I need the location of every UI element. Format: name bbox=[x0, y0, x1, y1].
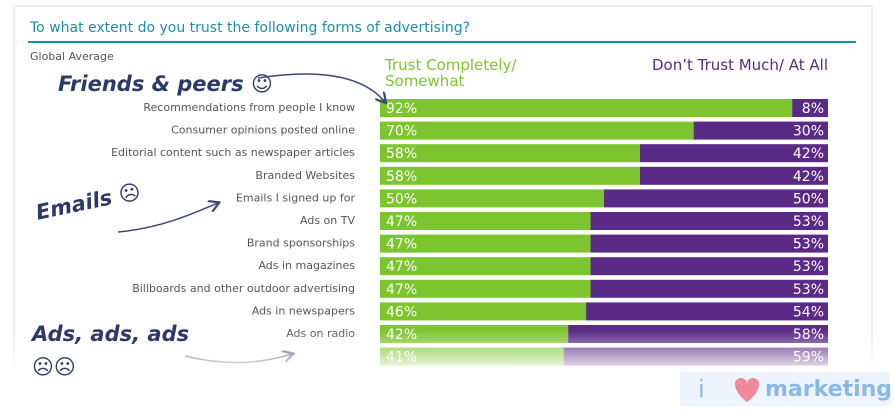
value-label: 58% bbox=[386, 169, 417, 185]
bar-segment bbox=[639, 144, 828, 163]
value-label: 47% bbox=[386, 214, 417, 230]
bar-segment bbox=[586, 302, 828, 321]
value-label: 47% bbox=[386, 282, 417, 298]
heart bbox=[735, 378, 759, 402]
arrow bbox=[117, 203, 218, 233]
watermark-box bbox=[680, 372, 890, 406]
category-label: Emails I signed up for bbox=[236, 191, 356, 204]
value-label: 53% bbox=[793, 259, 824, 275]
bar-segment bbox=[380, 212, 591, 230]
legend-entry: Trust Completely/ Somewhat bbox=[385, 56, 517, 90]
category-label: Ads on TV bbox=[300, 214, 355, 227]
bar-segment bbox=[590, 212, 828, 230]
category-label: Ads in newspapers bbox=[252, 304, 356, 317]
bar-segment bbox=[590, 279, 828, 298]
bar-segment bbox=[380, 234, 591, 253]
watermark-text: i bbox=[698, 375, 705, 403]
bar-segment bbox=[380, 166, 640, 185]
watermark-text: marketing bbox=[765, 377, 892, 402]
bar-segment bbox=[380, 144, 640, 163]
category-label: Consumer opinions posted online bbox=[171, 124, 355, 137]
annotation: ☹☹ bbox=[32, 355, 76, 379]
category-label: Recommendations from people I know bbox=[143, 101, 355, 114]
bar-segment bbox=[380, 257, 591, 276]
annotation: Friends & peers ☺ bbox=[58, 72, 273, 96]
value-label: 30% bbox=[793, 124, 824, 140]
value-label: 47% bbox=[386, 237, 417, 253]
value-label: 42% bbox=[793, 169, 824, 185]
bar-segment bbox=[693, 121, 828, 140]
value-label: 46% bbox=[386, 304, 417, 320]
value-label: 53% bbox=[793, 237, 824, 253]
bar-segment bbox=[380, 99, 793, 117]
category-label: Ads in magazines bbox=[258, 259, 355, 272]
subtitle: Global Average bbox=[30, 50, 114, 63]
value-label: 58% bbox=[386, 146, 417, 162]
arrow bbox=[257, 73, 385, 102]
chart-title: To what extent do you trust the followin… bbox=[29, 20, 470, 36]
category-label: Brand sponsorships bbox=[247, 237, 355, 250]
bar-segment bbox=[639, 166, 828, 185]
annotation: Ads, ads, ads bbox=[32, 322, 190, 346]
value-label: 54% bbox=[793, 304, 824, 320]
value-label: 53% bbox=[793, 282, 824, 298]
value-label: 53% bbox=[793, 214, 824, 230]
legend-entry: Don’t Trust Much/ At All bbox=[651, 56, 828, 74]
bar-segment bbox=[380, 121, 694, 140]
bar-segment bbox=[590, 234, 828, 253]
fade bbox=[0, 330, 894, 375]
bar-segment bbox=[604, 189, 828, 208]
value-label: 42% bbox=[793, 146, 824, 162]
value-label: 92% bbox=[386, 101, 417, 117]
bar-segment bbox=[380, 302, 587, 321]
category-label: Branded Websites bbox=[255, 169, 355, 182]
category-label: Editorial content such as newspaper arti… bbox=[111, 146, 355, 159]
value-label: 50% bbox=[386, 191, 417, 207]
value-label: 47% bbox=[386, 259, 417, 275]
bar-segment bbox=[792, 99, 828, 117]
value-label: 8% bbox=[802, 101, 824, 117]
bar-segment bbox=[590, 257, 828, 276]
value-label: 50% bbox=[793, 191, 824, 207]
bar-segment bbox=[380, 189, 604, 208]
bar-segment bbox=[380, 279, 591, 298]
category-label: Billboards and other outdoor advertising bbox=[132, 282, 355, 295]
value-label: 70% bbox=[386, 124, 417, 140]
